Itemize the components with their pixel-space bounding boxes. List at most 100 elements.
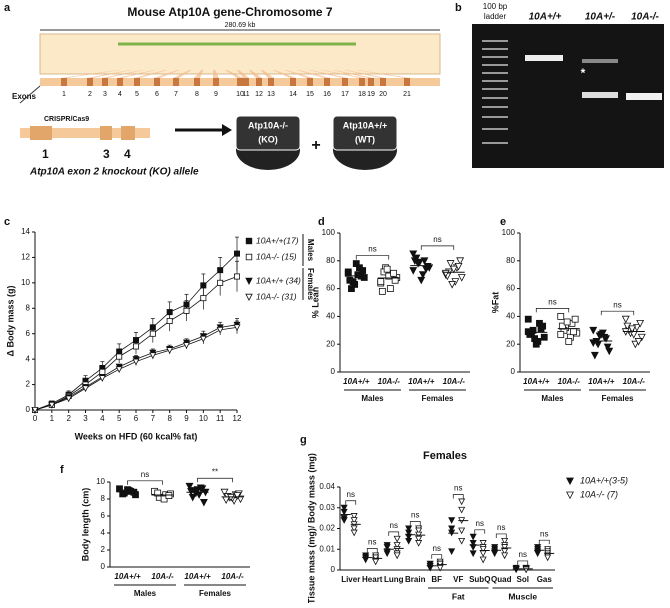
annotation: ns [411,511,419,520]
marker [340,504,348,512]
x-tick-label: Heart [362,575,383,584]
ladder-band [482,142,508,144]
y-tick-label: 100 [502,228,516,237]
marker [378,287,386,295]
marker [589,326,598,335]
marker [383,265,391,273]
ladder-band [482,64,508,66]
x-tick-label: 10A-/- [623,377,646,386]
fan-wedge [260,70,274,78]
panel-label: b [455,2,462,14]
marker [393,552,401,560]
y-axis-label: Tissue mass (mg)/ Body mass (mg) [306,453,316,603]
marker [132,358,140,366]
marker [557,312,565,320]
marker [119,490,127,498]
marker [563,318,571,326]
x-tick-label: Sol [517,575,529,584]
fan-wedge [225,70,243,78]
exon-number: 3 [103,91,107,98]
marker [566,491,574,500]
marker [132,343,139,350]
x-tick-label: SubQ [469,575,490,584]
marker [350,513,358,520]
x-tick-label: 9 [184,414,189,423]
marker [191,489,200,498]
y-tick-label: 2 [101,545,106,554]
marker [166,317,173,324]
bracket [197,477,233,483]
y-tick-label: 6 [101,511,106,520]
y-tick-label: 2 [26,380,31,389]
group-label: Females [199,589,232,598]
x-tick-label: 11 [216,414,225,423]
marker [115,366,123,374]
x-tick-label: Gas [537,575,553,584]
legend-label: 10A+/+ (34) [256,275,301,285]
x-tick-label: 10A+/+ [343,377,370,386]
group-label: Males [134,589,157,598]
marker [65,395,73,403]
y-tick-label: 10 [21,278,30,287]
series-line [34,253,238,411]
exon-number: 5 [135,91,139,98]
marker [479,546,487,553]
plus: + [311,137,320,154]
marker [350,517,358,524]
marker [48,401,56,409]
marker [183,307,190,314]
fan-wedge [308,70,348,78]
bracket [388,531,400,536]
annotation: ns [368,245,376,254]
marker [405,529,413,537]
ladder-band [482,97,508,99]
marker [603,343,612,352]
marker [245,237,253,245]
fan-wedge [344,70,386,78]
bracket [538,539,550,545]
exon-number: 2 [88,91,92,98]
marker [436,564,444,572]
exon-number: 4 [118,91,122,98]
marker [222,496,231,505]
fan-wedge [154,70,180,78]
x-tick-label: 6 [134,414,139,423]
annotation: ns [548,298,556,307]
x-tick-label: 12 [233,414,242,423]
exon-number: 10 [236,91,244,98]
ladder-band [482,106,508,108]
group-label: Females [601,394,634,403]
marker [448,525,456,533]
exon-number: 6 [155,91,159,98]
annotation: ns [141,470,149,479]
marker [98,375,106,382]
marker [457,274,466,282]
legend-group: Females [306,268,315,301]
marker [116,353,123,360]
marker [557,331,565,338]
ladder-band [482,88,508,90]
bracket [431,554,443,559]
exon-fan [61,70,410,86]
exon-block [307,78,313,86]
marker [531,335,539,343]
x-tick-label: 3 [83,414,88,423]
exon-number: 8 [195,91,199,98]
marker [454,262,463,271]
fan-wedge [134,70,168,78]
marker [571,315,579,323]
marker [405,537,413,545]
y-axis-label: %Fat [490,292,500,314]
y-tick-label: 20 [326,339,335,348]
marker [359,267,367,274]
panel-label: f [60,464,64,476]
gel-band [582,59,618,63]
marker [628,325,637,334]
bracket [355,255,390,260]
annotation: ns [497,523,505,532]
ladder-bands [482,40,508,144]
fan-wedge [332,70,374,78]
marker [372,554,380,562]
panel-label: g [300,434,307,446]
fan-wedge [272,70,296,78]
